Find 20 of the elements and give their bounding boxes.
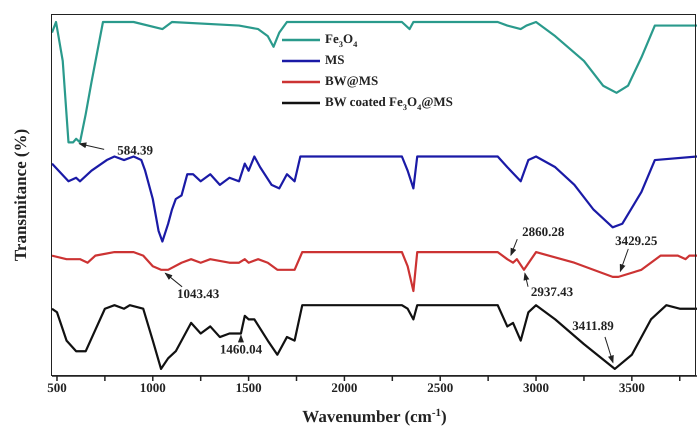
x-tick-label: 3000 <box>523 380 550 396</box>
annotation: 3429.25 <box>615 232 658 248</box>
annotation: 3411.89 <box>572 318 614 333</box>
x-tick-label: 2000 <box>331 380 358 396</box>
y-axis-title: Transmitance (%) <box>10 128 30 262</box>
x-tick-label: 1000 <box>140 380 166 396</box>
legend-label: MS <box>325 52 344 67</box>
legend-label: BW@MS <box>325 72 378 88</box>
x-tick-label: 500 <box>47 380 67 396</box>
legend-label: Fe$_{3}$O$_{4}$ <box>325 30 358 49</box>
annotation: 2860.28 <box>522 224 565 240</box>
annotation: 584.39 <box>117 142 154 158</box>
x-tick-label: 1500 <box>236 380 262 396</box>
x-axis-title: Wavenumber (cm$^{-1}$) <box>302 407 447 426</box>
annotation: 2937.43 <box>530 284 574 299</box>
x-tick-label: 2500 <box>427 380 454 396</box>
annotation: 1043.43 <box>176 286 220 301</box>
x-tick-label: 3500 <box>618 380 645 396</box>
legend-label: BW coated Fe$_{3}$O$_{4}$@MS <box>325 94 453 112</box>
annotation: 1460.04 <box>220 342 263 357</box>
